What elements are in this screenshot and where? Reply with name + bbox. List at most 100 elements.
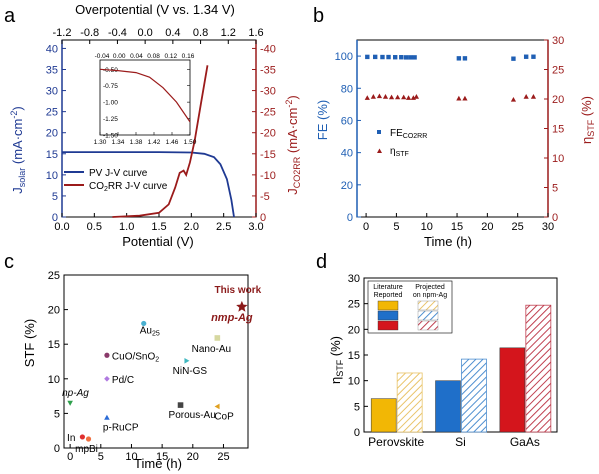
y-tick-label: 0 — [52, 212, 58, 224]
fe-point — [462, 56, 468, 61]
x-tick-label: 15 — [156, 451, 168, 463]
top-tick-label: -1.2 — [53, 27, 72, 39]
legend-eta-marker — [377, 148, 382, 153]
top-tick-label: 1.6 — [248, 27, 263, 39]
bar-literature-si — [435, 380, 461, 433]
eta-point — [395, 94, 401, 100]
y-tick-label: 20 — [348, 324, 360, 336]
eta-point — [405, 95, 412, 100]
panel-a-legend: PV J-V curve CO2RR J-V curve — [64, 168, 168, 193]
panel-a-ylabel-right: JCO2RR (mA·cm-2) — [284, 95, 302, 194]
inset-frame — [99, 59, 191, 136]
panel-c-ylabel: STF (%) — [22, 319, 37, 367]
x-tick-label: 10 — [125, 451, 137, 463]
inset-y-tick-label: -1.50 — [103, 133, 118, 140]
bar-projected-perovskite — [396, 372, 423, 433]
panel-b-legend: FECO2RR ηSTF — [377, 128, 427, 158]
y-tick-label: 5 — [52, 191, 58, 203]
x-tick-label: 20 — [187, 451, 199, 463]
eta-point — [370, 94, 376, 99]
point-pd-c — [104, 376, 110, 382]
fe-point — [412, 55, 417, 60]
label-in: In — [67, 433, 75, 444]
x-tick-label: 5 — [98, 451, 104, 463]
top-tick-label: 1.2 — [221, 27, 236, 39]
point-this-work — [236, 300, 248, 312]
y-tick-label: 15 — [46, 149, 58, 161]
x-tick-label: 20 — [481, 221, 493, 233]
y-right-tick-label: 20 — [552, 94, 564, 106]
legend-literature-label-2: Reported — [374, 292, 403, 299]
y-right-tick-label: 0 — [260, 212, 266, 224]
label-porous-au: Porous-Au — [169, 410, 216, 421]
panel-c-axes: 0 5 10 15 20 25 0 5 10 15 20 25 This work nmp-Ag Au25 N… — [48, 270, 262, 463]
eta-point — [364, 95, 370, 100]
y-right-tick-label: -30 — [260, 86, 276, 98]
eta-point — [462, 95, 468, 101]
fe-point — [511, 56, 516, 61]
point-au25 — [141, 320, 147, 327]
legend-projected-swatch — [417, 310, 439, 321]
eta-point — [510, 96, 517, 102]
panel-c: c 0 5 10 15 20 25 0 5 10 15 20 25 This work nmp-Ag Au2… — [4, 251, 262, 471]
y-right-tick-label: -15 — [260, 149, 276, 161]
legend-co2-label: CO2RR J-V curve — [89, 181, 168, 193]
panel-b-letter: b — [313, 5, 324, 27]
point-porous-au — [177, 402, 184, 408]
category-label-perovskite: Perovskite — [368, 435, 424, 449]
top-tick-label: -0.8 — [80, 27, 99, 39]
legend-fe-label: FECO2RR — [390, 128, 427, 140]
series-pv-line — [62, 151, 235, 218]
label-this-work: This work — [215, 285, 262, 296]
y-tick-label: 15 — [348, 350, 360, 362]
legend-fe-marker — [377, 130, 381, 134]
y-tick-label: 40 — [46, 43, 58, 55]
x-tick-label: 5 — [393, 221, 399, 233]
inset-top-tick-label: 0.12 — [164, 53, 177, 60]
y-tick-label: 80 — [341, 83, 353, 95]
series-co2rr-line — [112, 65, 209, 218]
y-right-tick-label: -40 — [260, 43, 276, 55]
x-tick-label: 0.5 — [87, 221, 102, 233]
inset-y-tick-label: -1.00 — [103, 100, 118, 107]
legend-projected-swatch — [417, 300, 439, 311]
fe-point — [523, 54, 529, 59]
panel-b-frame — [356, 39, 549, 218]
fe-point — [456, 56, 462, 61]
top-tick-label: -0.4 — [108, 27, 127, 39]
y-right-tick-label: 25 — [552, 65, 564, 77]
eta-point — [523, 94, 529, 99]
y-tick-label: 0 — [347, 212, 353, 224]
point-nano-au — [214, 335, 221, 341]
inset-y-tick-label: -0.75 — [103, 83, 118, 90]
label-nin-gs: NiN-GS — [173, 366, 208, 377]
panel-c-xlabel: Time (h) — [134, 456, 182, 471]
category-label-si: Si — [455, 435, 466, 449]
y-tick-label: 10 — [46, 170, 58, 182]
inset-x-tick-label: 1.38 — [130, 139, 143, 146]
legend-eta-label: ηSTF — [390, 146, 409, 158]
point-cop — [214, 403, 220, 410]
panel-a-ylabel-left: Jsolar (mA·cm-2) — [9, 106, 27, 193]
eta-point — [530, 94, 537, 99]
point-mpbi — [85, 436, 92, 442]
panel-d: d 0 5 10 15 20 25 30 Perovskite Si GaAs Literature… — [316, 251, 558, 449]
point-cuo-sno2 — [104, 352, 110, 358]
x-tick-label: 30 — [542, 221, 554, 233]
legend-literature-swatch — [377, 300, 399, 311]
inset-y-tick-label: -1.25 — [103, 116, 118, 123]
y-tick-label: 20 — [48, 305, 60, 317]
legend-projected-swatch — [417, 320, 439, 331]
legend-pv-label: PV J-V curve — [89, 168, 148, 179]
bar-projected-gaas — [525, 304, 552, 433]
inset-top-tick-label: 0.08 — [147, 53, 160, 60]
panel-d-axes: 0 5 10 15 20 25 30 Perovskite Si GaAs LiteratureRe… — [348, 273, 558, 449]
legend-literature-swatch — [377, 320, 399, 331]
y-tick-label: 20 — [341, 180, 353, 192]
y-right-tick-label: -10 — [260, 170, 276, 182]
y-right-tick-label: -20 — [260, 128, 276, 140]
y-right-tick-label: 15 — [552, 124, 564, 136]
y-right-tick-label: -35 — [260, 65, 276, 77]
y-tick-label: 25 — [48, 270, 60, 282]
